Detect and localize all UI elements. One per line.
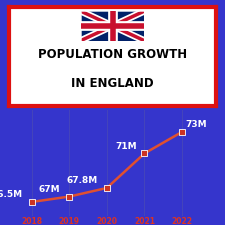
Text: 67.8M: 67.8M: [66, 176, 97, 185]
Text: 66.5M: 66.5M: [0, 190, 22, 199]
Text: 67M: 67M: [38, 185, 60, 194]
Point: [105, 186, 109, 190]
Point: [68, 195, 71, 198]
Text: IN ENGLAND: IN ENGLAND: [71, 77, 154, 90]
Text: POPULATION GROWTH: POPULATION GROWTH: [38, 48, 187, 61]
Text: 71M: 71M: [115, 142, 137, 151]
Point: [180, 130, 184, 134]
Point: [143, 152, 146, 155]
Text: 73M: 73M: [185, 120, 207, 129]
Point: [30, 200, 33, 204]
